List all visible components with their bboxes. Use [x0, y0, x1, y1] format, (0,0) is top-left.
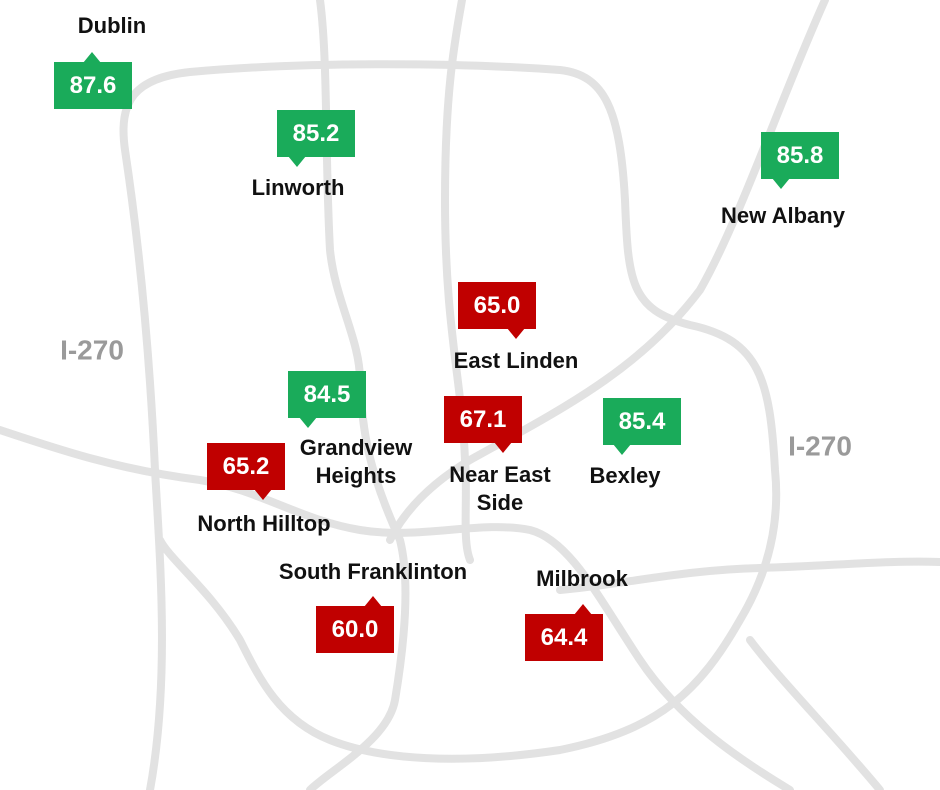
callout-box [316, 606, 394, 653]
score-label: 65.0 [474, 292, 521, 319]
score-label: 87.6 [70, 72, 117, 99]
score-label: 85.4 [619, 408, 666, 435]
place-name: Side [477, 490, 523, 515]
highway-label: I-270 [60, 334, 124, 365]
score-label: 85.8 [777, 142, 824, 169]
place-name: New Albany [721, 203, 846, 228]
callout-box [525, 614, 603, 661]
score-label: 60.0 [332, 616, 379, 643]
labels: I-270 I-270 87.6 Dublin 85.2 Linworth 85.8 New … [54, 13, 852, 661]
callout-box [54, 62, 132, 109]
place-marker: 85.2 Linworth [252, 110, 355, 200]
road [306, 0, 410, 790]
callout-box [603, 398, 681, 445]
callout-pointer [364, 596, 382, 607]
callout-pointer [613, 444, 631, 455]
place-name: North Hilltop [197, 511, 330, 536]
place-name: East Linden [454, 348, 579, 373]
road [441, 0, 474, 564]
highway-label: I-270 [788, 430, 852, 461]
score-label: 85.2 [293, 120, 340, 147]
callout-pointer [507, 328, 525, 339]
place-marker: 64.4 Milbrook [525, 566, 629, 661]
callout-pointer [772, 178, 790, 189]
callout-box [444, 396, 522, 443]
place-marker: 65.2 North Hilltop [197, 443, 331, 536]
callout-box [761, 132, 839, 179]
place-name: Bexley [590, 463, 662, 488]
callout-box [458, 282, 536, 329]
road [386, 0, 829, 544]
place-name: South Franklinton [279, 559, 467, 584]
callout-pointer [574, 604, 592, 615]
place-name: Grandview [300, 435, 413, 460]
place-name: Milbrook [536, 566, 628, 591]
road [0, 426, 794, 790]
place-name: Linworth [252, 175, 345, 200]
place-name: Dublin [78, 13, 146, 38]
place-marker: 84.5 Grandview Heights [288, 371, 413, 488]
place-marker: 87.6 Dublin [54, 13, 146, 109]
callout-box [277, 110, 355, 157]
place-name: Heights [316, 463, 397, 488]
score-label: 64.4 [541, 624, 588, 651]
score-label: 67.1 [460, 406, 507, 433]
place-name: Near East [449, 462, 551, 487]
road [746, 636, 884, 790]
place-marker: 65.0 East Linden [454, 282, 579, 373]
callout-pointer [83, 52, 101, 63]
callout-box [288, 371, 366, 418]
callout-pointer [299, 417, 317, 428]
road [556, 557, 940, 594]
place-marker: 85.8 New Albany [721, 132, 846, 228]
callout-box [207, 443, 285, 490]
score-label: 65.2 [223, 453, 270, 480]
place-marker: 67.1 Near East Side [444, 396, 551, 515]
score-label: 84.5 [304, 381, 351, 408]
callout-pointer [494, 442, 512, 453]
place-marker: 85.4 Bexley [590, 398, 681, 488]
ring-road [119, 60, 781, 790]
callout-pointer [288, 156, 306, 167]
place-marker: 60.0 South Franklinton [279, 559, 467, 653]
callout-pointer [254, 489, 272, 500]
